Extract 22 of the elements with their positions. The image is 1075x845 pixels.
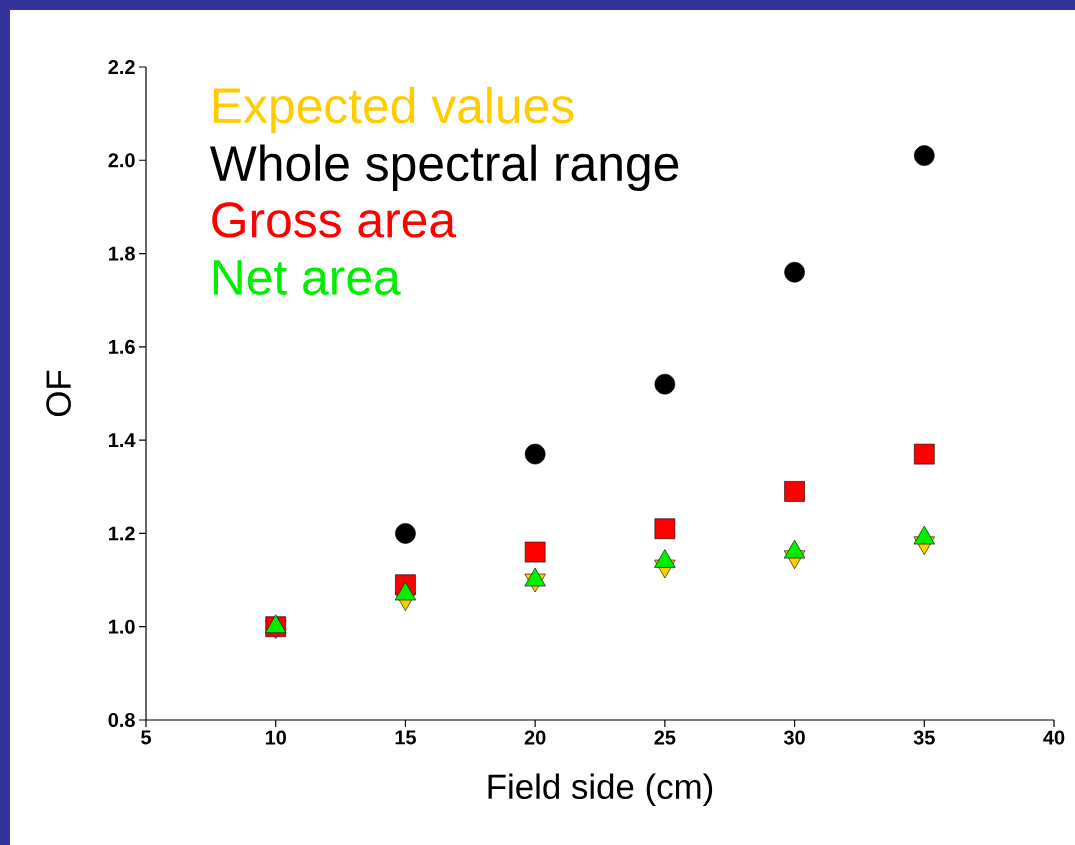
y-tick-label: 0.8: [108, 712, 135, 728]
y-tick-label: 1.4: [109, 433, 136, 447]
y-tick-label: 1.6: [109, 339, 135, 354]
y-tick-label: 2.2: [108, 60, 135, 74]
x-tick-label: 20: [524, 730, 546, 745]
x-tick-label: 5: [141, 730, 151, 745]
x-tick-label: 30: [783, 730, 805, 745]
x-tick-label: 15: [395, 730, 416, 745]
y-tick-label: 1.0: [109, 619, 135, 634]
text: Whole spectral range: [209, 144, 679, 191]
text: Gross area: [212, 202, 457, 238]
x-axis-title: Field side (cm): [488, 773, 713, 806]
text: Expected values: [213, 86, 574, 134]
text: Net area: [213, 260, 401, 295]
y-tick-label: 2.0: [108, 153, 135, 168]
x-tick-label: 40: [1043, 730, 1065, 745]
y-axis-title: OF: [46, 370, 71, 417]
x-tick-label: 10: [265, 730, 286, 745]
x-tick-label: 35: [913, 730, 935, 745]
y-tick-label: 1.2: [109, 526, 135, 541]
x-tick-label: 25: [654, 730, 676, 745]
y-tick-label: 1.8: [109, 246, 135, 261]
